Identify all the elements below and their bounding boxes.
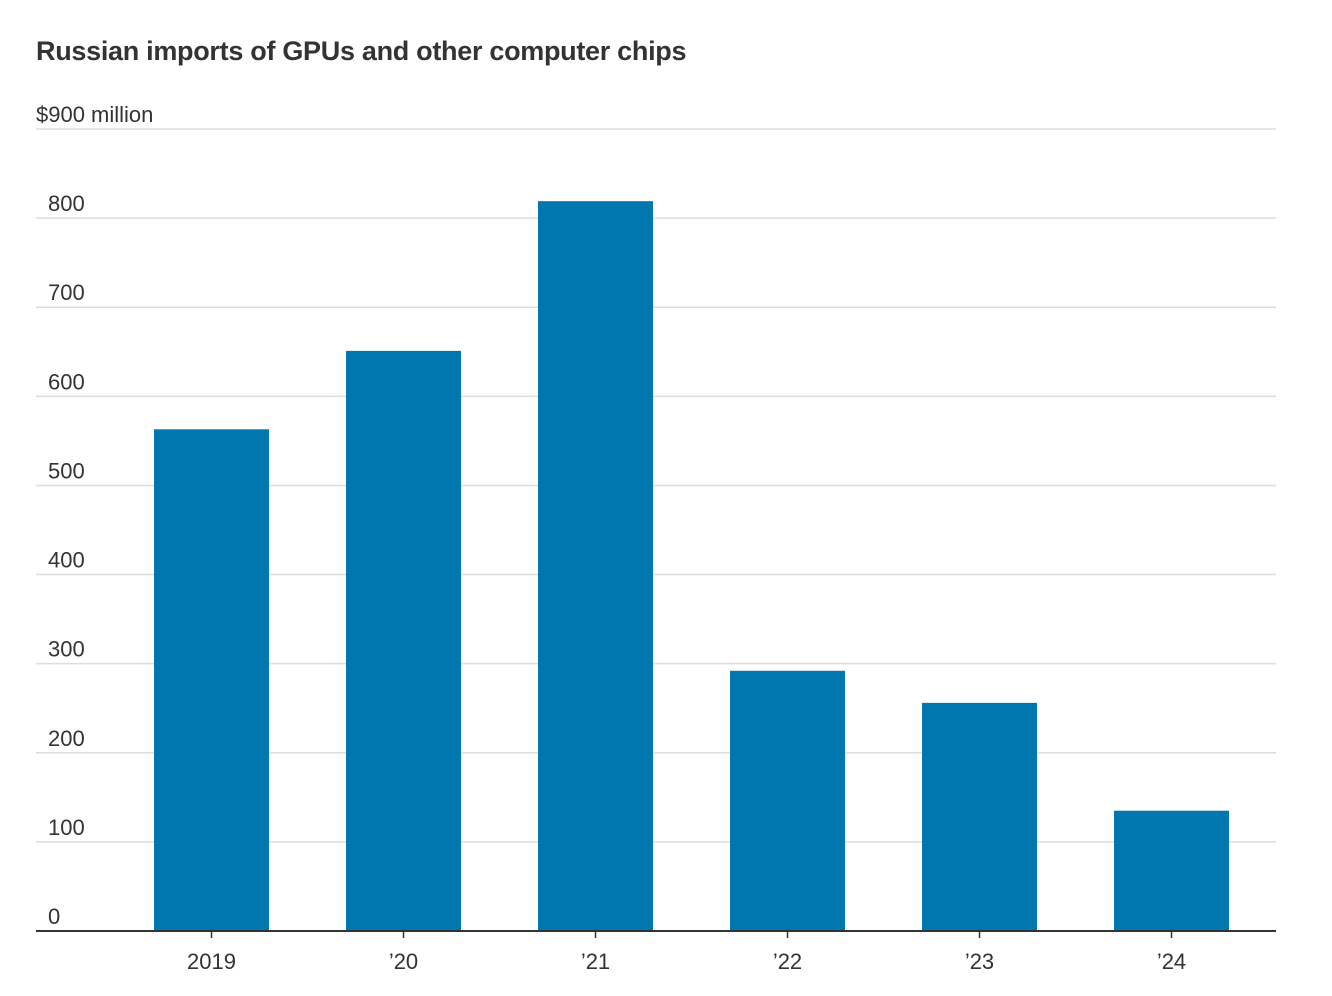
x-tick-label: ’21 [581, 949, 610, 974]
y-tick-label: 300 [48, 637, 85, 662]
y-tick-label: 100 [48, 815, 85, 840]
chart-title: Russian imports of GPUs and other comput… [36, 36, 687, 66]
y-tick-label: $900 million [36, 102, 153, 127]
bar-22 [730, 670, 845, 931]
y-tick-label: 600 [48, 369, 85, 394]
x-tick-label: 2019 [187, 949, 236, 974]
x-tick-label: ’24 [1157, 949, 1186, 974]
x-tick-label: ’23 [965, 949, 994, 974]
y-tick-label: 500 [48, 458, 85, 483]
y-tick-label: 400 [48, 548, 85, 573]
y-tick-label: 800 [48, 191, 85, 216]
x-tick-label: ’20 [389, 949, 418, 974]
bar-24 [1114, 810, 1229, 931]
bar-21 [538, 201, 653, 931]
bar-23 [922, 702, 1037, 931]
bar-20 [346, 350, 461, 931]
y-tick-label: 700 [48, 280, 85, 305]
y-tick-label: 200 [48, 726, 85, 751]
x-tick-label: ’22 [773, 949, 802, 974]
bar-2019 [154, 429, 269, 931]
y-tick-label: 0 [48, 904, 60, 929]
